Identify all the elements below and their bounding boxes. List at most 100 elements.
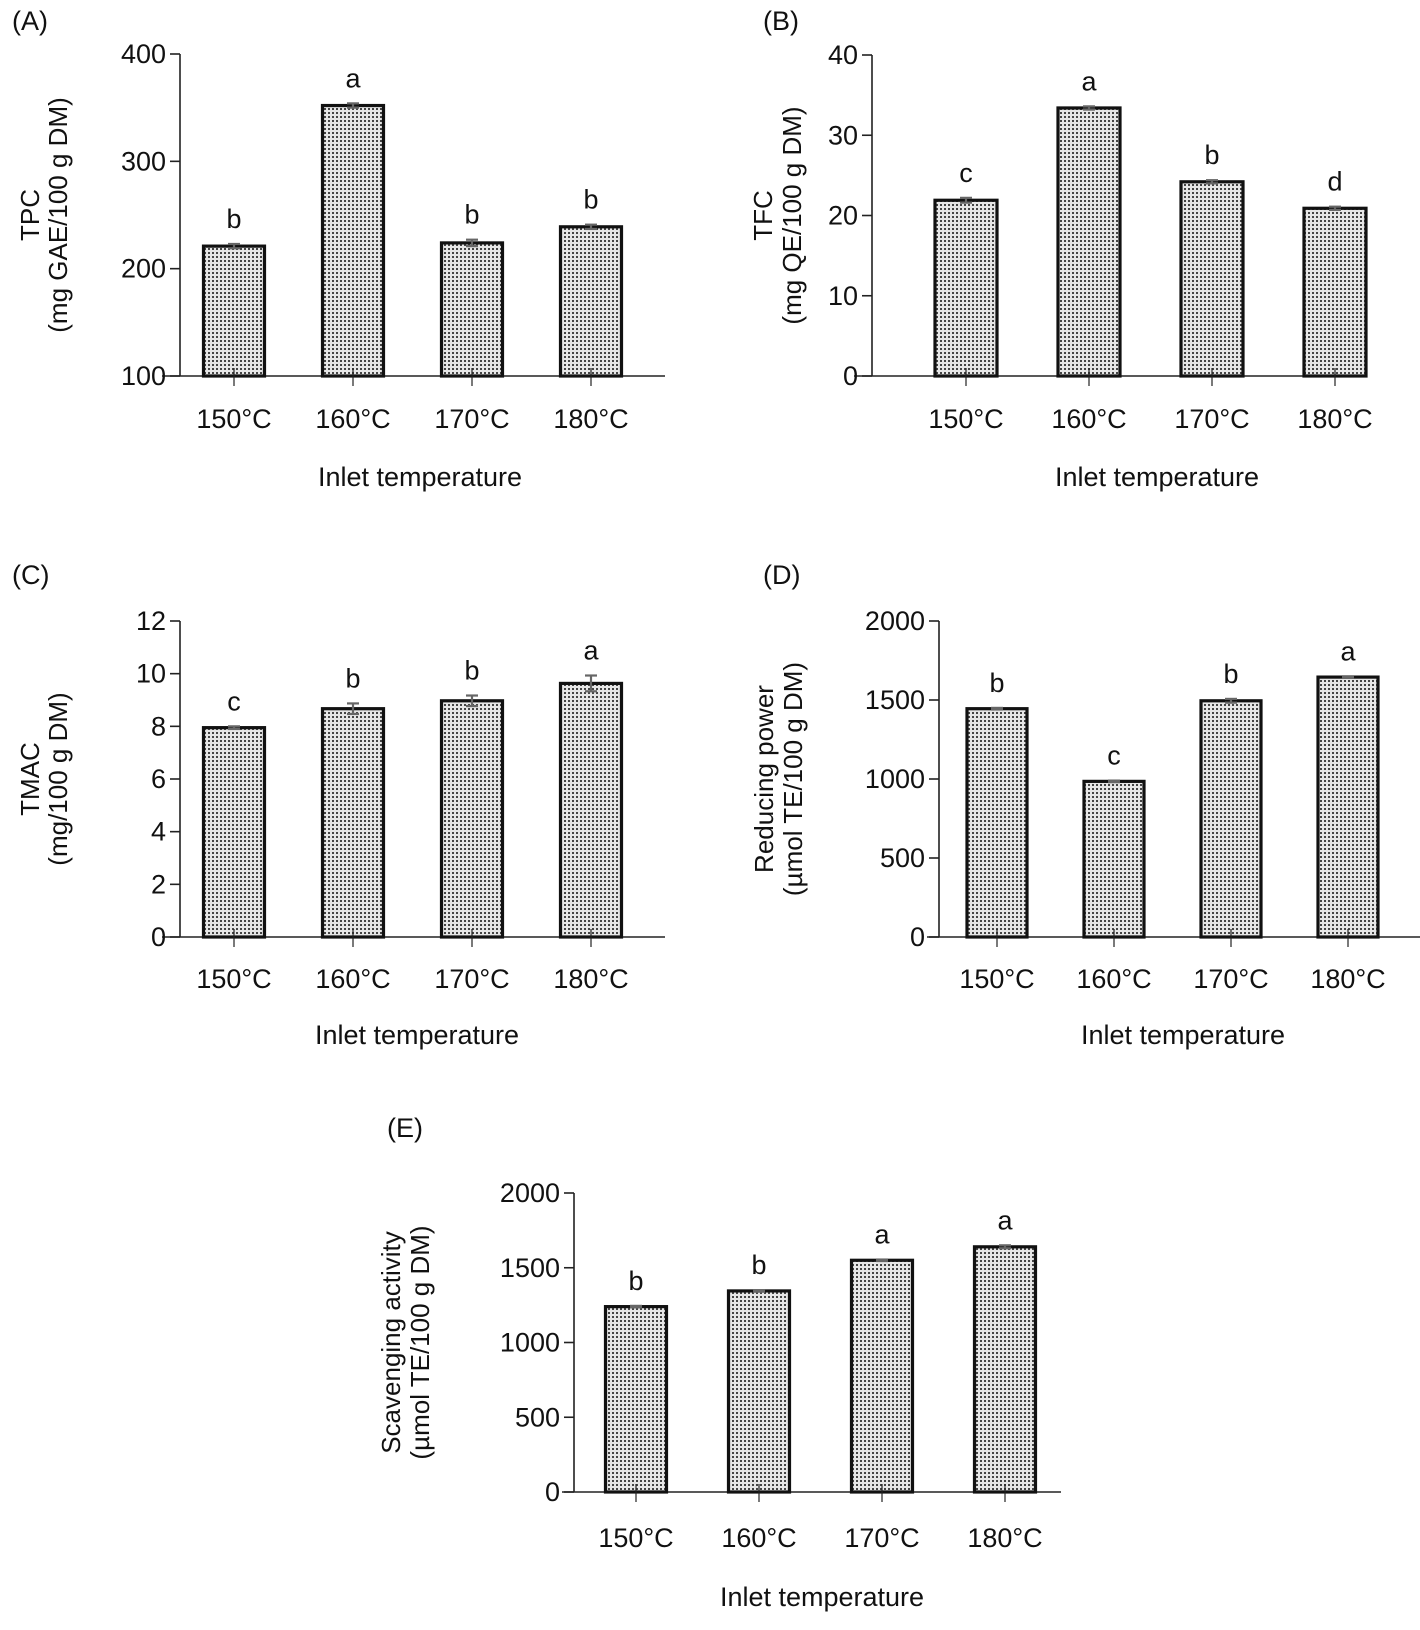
y-axis-units: (mg/100 g DM) (43, 692, 73, 865)
y-axis-title: TPC (15, 189, 45, 241)
significance-label: b (345, 663, 360, 693)
significance-label: c (227, 686, 241, 716)
bar (1082, 779, 1146, 939)
error-bar (999, 1244, 1011, 1250)
x-tick-label: 180°C (967, 1523, 1042, 1553)
x-tick-label: 170°C (844, 1523, 919, 1553)
significance-label: d (1327, 167, 1342, 197)
x-tick-label: 170°C (1174, 404, 1249, 434)
error-bar (876, 1258, 888, 1263)
error-bar (1225, 697, 1237, 704)
y-tick-label: 4 (151, 817, 166, 847)
y-tick-label: 300 (121, 146, 166, 176)
significance-label: a (583, 636, 599, 666)
y-tick-label: 10 (136, 659, 166, 689)
x-tick-label: 150°C (196, 404, 271, 434)
bar (1316, 675, 1380, 939)
y-tick-label: 0 (910, 922, 925, 952)
error-bar (585, 223, 597, 231)
panel-label: (D) (763, 560, 800, 590)
x-tick-label: 160°C (315, 404, 390, 434)
y-tick-label: 2 (151, 869, 166, 899)
y-tick-label: 200 (121, 254, 166, 284)
y-axis-units: (µmol TE/100 g DM) (778, 662, 808, 896)
significance-label: a (874, 1220, 890, 1250)
x-tick-label: 170°C (434, 404, 509, 434)
error-bar (960, 196, 972, 204)
x-tick-label: 170°C (1193, 964, 1268, 994)
y-tick-label: 0 (545, 1477, 560, 1507)
chart-panel-d: (D) 0 500 1000 1500 2000 b 150°C c 160°C b 170°C a 18… (749, 560, 1420, 1050)
error-bar (753, 1289, 765, 1293)
x-tick-label: 160°C (1051, 404, 1126, 434)
chart-panel-b: (B) 0 10 20 30 40 c 150°C a 160°C b 170°C d 180°C Inle… (748, 6, 1373, 492)
bar (933, 198, 999, 378)
significance-label: b (226, 204, 241, 234)
significance-label: b (751, 1250, 766, 1280)
error-bar (585, 674, 597, 693)
error-bar (228, 725, 240, 731)
bar (558, 225, 624, 378)
x-axis-title: Inlet temperature (1055, 462, 1259, 492)
significance-label: a (1081, 66, 1097, 96)
x-tick-label: 180°C (553, 404, 628, 434)
bar (1179, 180, 1245, 378)
chart-panel-c: (C) 0 2 4 6 8 10 12 c 150°C b 160°C b 170°C a 180°C Inle… (12, 560, 665, 1050)
y-tick-label: 500 (880, 843, 925, 873)
error-bar (228, 242, 240, 250)
bar (320, 103, 386, 378)
x-tick-label: 150°C (928, 404, 1003, 434)
y-tick-label: 8 (151, 711, 166, 741)
significance-label: b (583, 185, 598, 215)
error-bar (991, 706, 1003, 711)
bar (965, 707, 1029, 939)
error-bar (466, 238, 478, 248)
y-tick-label: 100 (121, 361, 166, 391)
error-bar (1329, 205, 1341, 211)
error-bar (1108, 779, 1120, 784)
x-tick-label: 160°C (721, 1523, 796, 1553)
x-tick-label: 150°C (598, 1523, 673, 1553)
y-tick-label: 6 (151, 764, 166, 794)
y-axis-title: TFC (748, 190, 778, 241)
significance-label: b (989, 668, 1004, 698)
bar (558, 681, 624, 939)
y-tick-label: 1500 (500, 1253, 560, 1283)
y-axis-title: Scavenging activity (376, 1231, 406, 1454)
significance-label: a (1340, 636, 1356, 666)
chart-panel-a: (A) 100 200 300 400 b 150°C a 160°C b 170°C b 180°C I… (12, 6, 665, 492)
x-tick-label: 170°C (434, 964, 509, 994)
significance-label: c (959, 158, 973, 188)
error-bar (347, 702, 359, 716)
y-tick-label: 1000 (500, 1328, 560, 1358)
x-axis-title: Inlet temperature (315, 1020, 519, 1050)
y-tick-label: 500 (515, 1402, 560, 1432)
chart-panel-e: (E) 0 500 1000 1500 2000 b 150°C b 160°C a 170°C a 18… (376, 1113, 1061, 1612)
y-tick-label: 400 (121, 39, 166, 69)
y-tick-label: 0 (843, 361, 858, 391)
y-axis-units: (mg QE/100 g DM) (777, 106, 807, 324)
x-axis-title: Inlet temperature (318, 462, 522, 492)
x-tick-label: 180°C (1310, 964, 1385, 994)
y-tick-label: 30 (828, 120, 858, 150)
y-tick-label: 2000 (865, 606, 925, 636)
x-tick-label: 180°C (553, 964, 628, 994)
y-axis-title: TMAC (15, 742, 45, 816)
bar (726, 1289, 792, 1494)
bar (849, 1258, 915, 1494)
error-bar (1083, 105, 1095, 111)
x-axis-title: Inlet temperature (1081, 1020, 1285, 1050)
bar (972, 1245, 1038, 1494)
y-axis-units: (mg GAE/100 g DM) (43, 97, 73, 333)
significance-label: b (464, 200, 479, 230)
y-tick-label: 1500 (865, 685, 925, 715)
bar (439, 699, 505, 939)
x-tick-label: 150°C (959, 964, 1034, 994)
error-bar (630, 1304, 642, 1309)
significance-label: b (1223, 659, 1238, 689)
y-tick-label: 20 (828, 201, 858, 231)
x-tick-label: 160°C (315, 964, 390, 994)
bar (439, 241, 505, 378)
significance-label: a (997, 1205, 1013, 1235)
y-tick-label: 10 (828, 281, 858, 311)
